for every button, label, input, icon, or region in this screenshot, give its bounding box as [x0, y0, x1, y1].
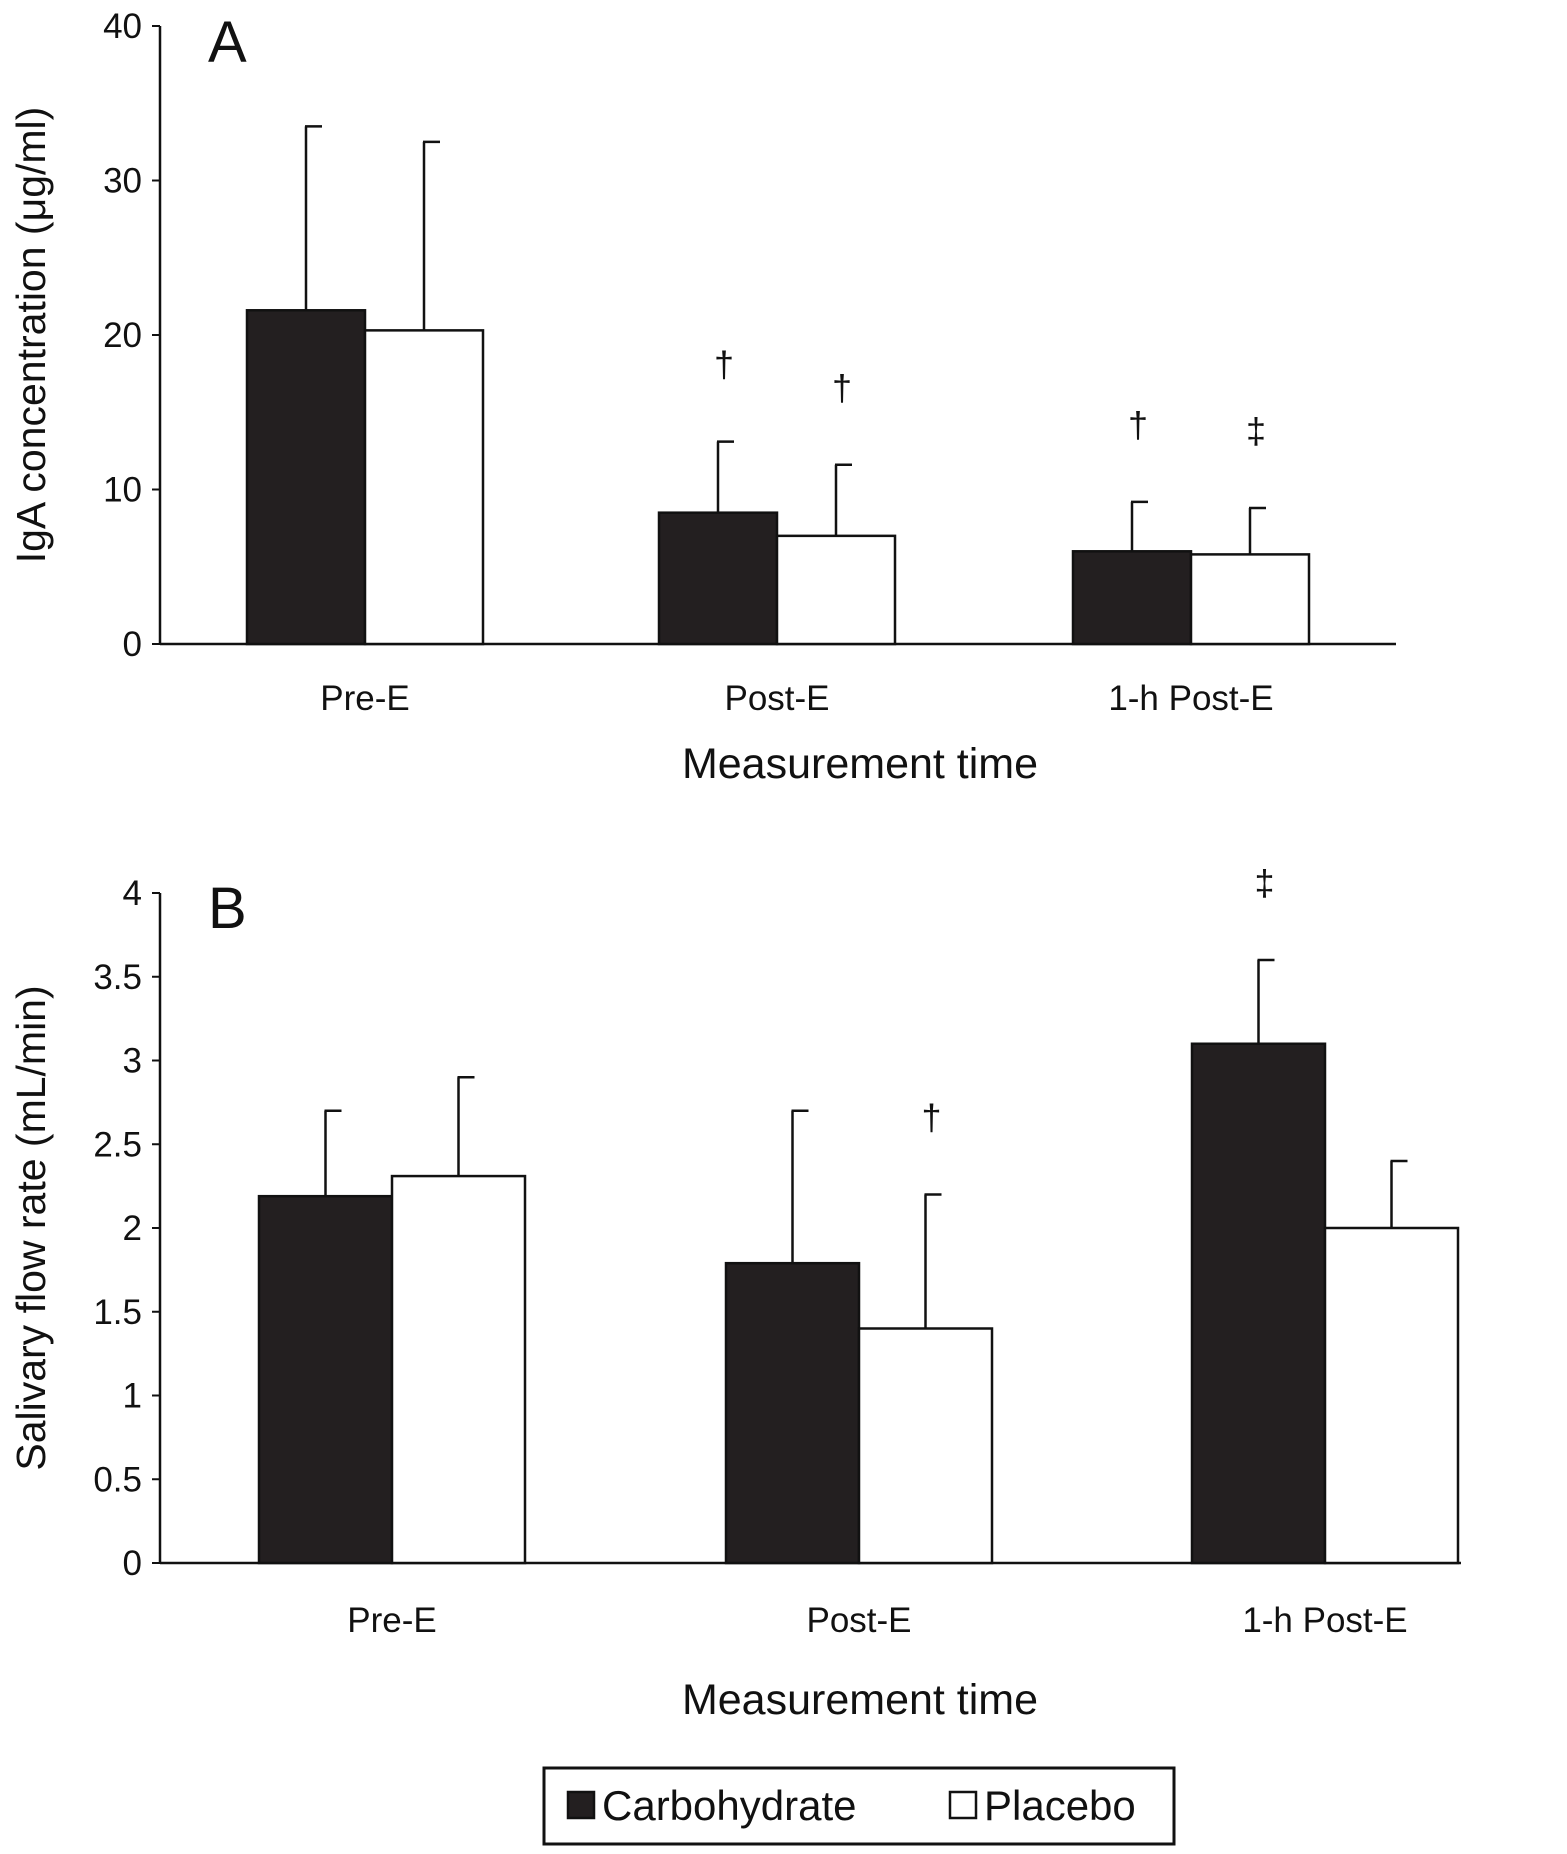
significance-marker: ‡: [1246, 410, 1266, 451]
x-category-label: Pre-E: [320, 679, 409, 718]
x-category-label: 1-h Post-E: [1242, 1601, 1407, 1640]
significance-marker: †: [921, 1097, 941, 1138]
bar-carbohydrate: [1190, 1042, 1327, 1565]
bar-carbohydrate: [245, 309, 367, 646]
y-tick-label: 4: [123, 874, 142, 913]
x-category-label: Post-E: [724, 679, 829, 718]
legend-swatch: [948, 1790, 978, 1820]
y-axis-label: IgA concentration (μg/ml): [8, 107, 54, 564]
x-axis-label: Measurement time: [682, 740, 1038, 788]
y-tick-label: 2.5: [93, 1125, 142, 1164]
legend-box: [542, 1766, 1176, 1846]
y-tick-label: 10: [103, 471, 142, 510]
y-tick-label: 2: [123, 1209, 142, 1248]
bar-carbohydrate: [724, 1261, 861, 1565]
bar-placebo: [775, 534, 897, 646]
bar-carbohydrate: [257, 1194, 394, 1565]
x-category-label: Post-E: [806, 1601, 911, 1640]
y-tick-label: 20: [103, 316, 142, 355]
bar-placebo: [390, 1174, 527, 1565]
y-tick-label: 1.5: [93, 1293, 142, 1332]
bar-carbohydrate: [657, 511, 779, 646]
legend-label: Placebo: [984, 1782, 1136, 1829]
panel-label: A: [208, 10, 247, 75]
legend-label: Carbohydrate: [602, 1782, 856, 1829]
x-category-label: 1-h Post-E: [1108, 679, 1273, 718]
y-tick-label: 3.5: [93, 958, 142, 997]
significance-marker: †: [832, 367, 852, 408]
bar-placebo: [857, 1327, 994, 1565]
y-tick-label: 0: [123, 1544, 142, 1583]
significance-marker: †: [714, 344, 734, 385]
significance-marker: †: [1128, 404, 1148, 445]
bar-placebo: [1189, 553, 1311, 646]
y-tick-label: 0.5: [93, 1460, 142, 1499]
y-tick-label: 0: [123, 625, 142, 664]
significance-marker: ‡: [1254, 862, 1274, 903]
y-axis-label: Salivary flow rate (mL/min): [8, 985, 54, 1470]
x-axis-label: Measurement time: [682, 1676, 1038, 1724]
x-category-label: Pre-E: [347, 1601, 436, 1640]
legend-swatch: [566, 1790, 596, 1820]
bar-placebo: [363, 329, 485, 646]
y-tick-label: 30: [103, 162, 142, 201]
bar-carbohydrate: [1071, 550, 1193, 646]
panel-label: B: [208, 876, 247, 941]
bar-placebo: [1323, 1226, 1460, 1565]
y-tick-label: 40: [103, 7, 142, 46]
y-tick-label: 3: [123, 1042, 142, 1081]
y-tick-label: 1: [123, 1377, 142, 1416]
